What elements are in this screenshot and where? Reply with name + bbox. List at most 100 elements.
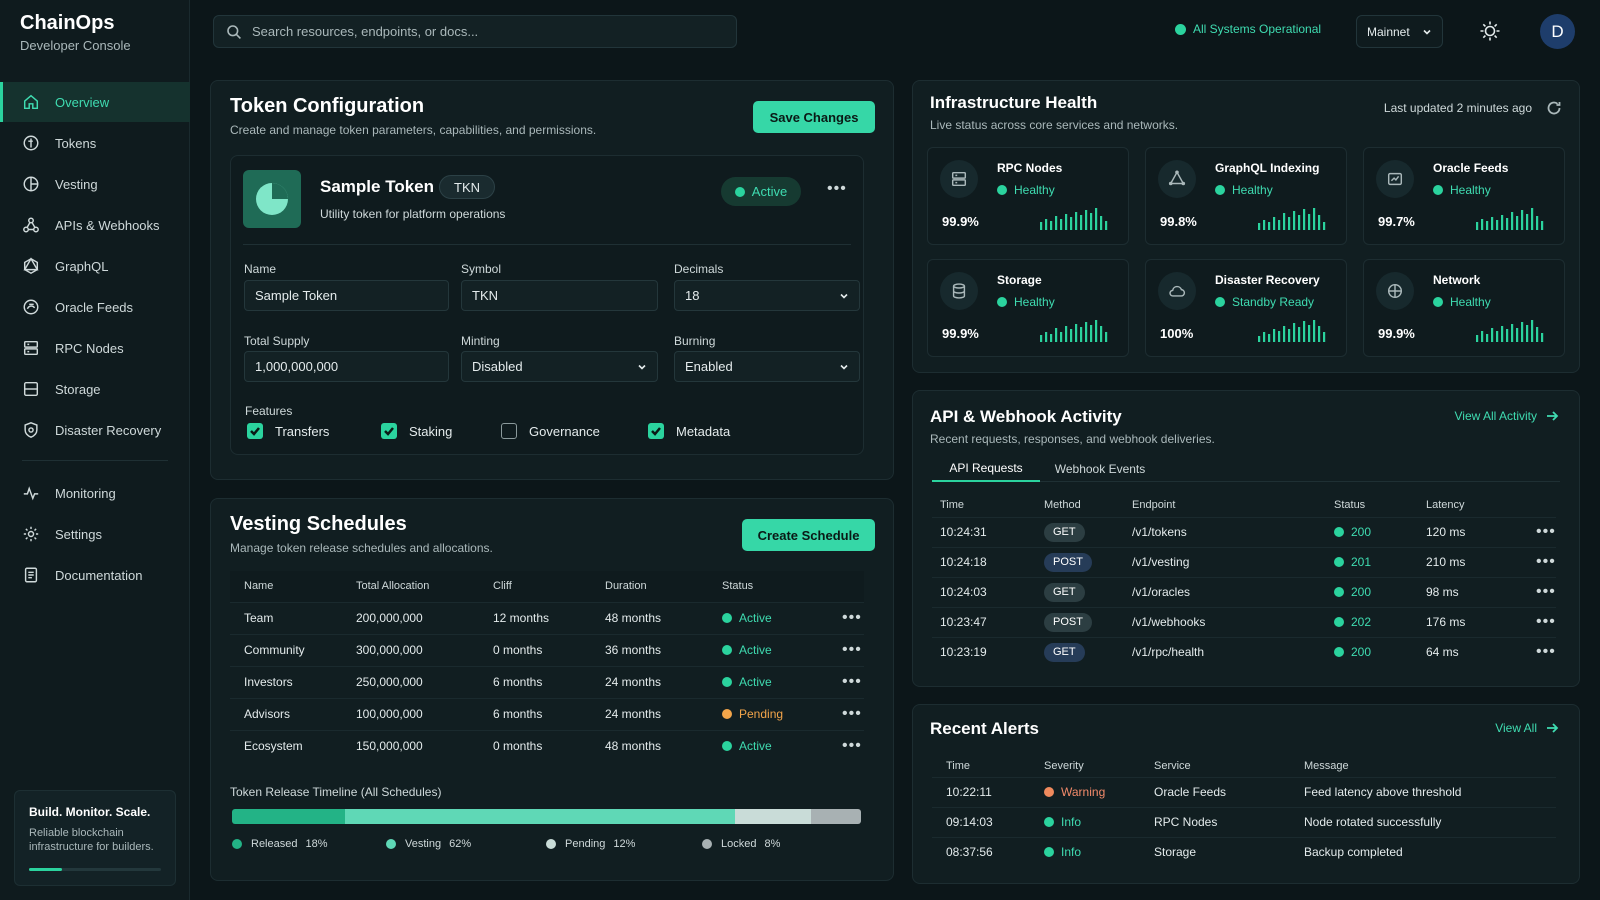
service-uptime: 99.9%	[942, 214, 979, 229]
more-options-icon[interactable]: •••	[842, 609, 862, 626]
row-actions[interactable]: •••	[1528, 606, 1556, 637]
refresh-button[interactable]	[1546, 100, 1562, 116]
health-card-oracle-feeds[interactable]: Oracle Feeds Healthy 99.7%	[1363, 147, 1565, 245]
table-row[interactable]: Ecosystem 150,000,000 0 months 48 months…	[230, 729, 864, 762]
row-actions[interactable]: •••	[1528, 546, 1556, 577]
chevron-down-icon	[840, 293, 848, 299]
row-actions[interactable]: •••	[828, 633, 864, 666]
table-row[interactable]: Advisors 100,000,000 6 months 24 months …	[230, 697, 864, 730]
row-actions[interactable]: •••	[828, 697, 864, 730]
more-options-icon[interactable]: •••	[842, 641, 862, 658]
health-card-disaster-recovery[interactable]: Disaster Recovery Standby Ready 100%	[1145, 259, 1347, 357]
feature-label: Transfers	[275, 423, 330, 439]
sidebar-item-documentation[interactable]: Documentation	[0, 555, 190, 595]
search-input[interactable]	[252, 24, 692, 39]
sidebar-item-monitoring[interactable]: Monitoring	[0, 473, 190, 513]
view-all-alerts-link[interactable]: View All	[1495, 721, 1559, 735]
health-card-rpc-nodes[interactable]: RPC Nodes Healthy 99.9%	[927, 147, 1129, 245]
table-row[interactable]: 08:37:56 Info Storage Backup completed	[932, 836, 1556, 867]
cell-service: Storage	[1140, 836, 1290, 867]
more-options-icon[interactable]: •••	[827, 180, 847, 197]
name-field[interactable]: Sample Token	[244, 280, 449, 311]
cell-cliff: 0 months	[479, 633, 591, 666]
service-status: Standby Ready	[1215, 295, 1314, 309]
server-icon	[940, 160, 978, 198]
tab-api-requests[interactable]: API Requests	[932, 455, 1040, 482]
activity-tabs: API Requests Webhook Events	[932, 455, 1560, 482]
avatar[interactable]: D	[1540, 14, 1575, 49]
more-options-icon[interactable]: •••	[1536, 643, 1556, 661]
cell-method: POST	[1036, 606, 1124, 637]
more-options-icon[interactable]: •••	[842, 705, 862, 722]
row-actions[interactable]: •••	[828, 729, 864, 762]
column-header: Status	[1334, 498, 1366, 511]
service-uptime: 99.8%	[1160, 214, 1197, 229]
minting-select[interactable]: Disabled	[461, 351, 658, 382]
theme-toggle-button[interactable]	[1479, 20, 1501, 42]
table-row[interactable]: Investors 250,000,000 6 months 24 months…	[230, 665, 864, 698]
brand[interactable]: ChainOps Developer Console	[0, 0, 189, 53]
cell-time: 10:24:31	[932, 516, 1036, 547]
network-select[interactable]: Mainnet	[1356, 15, 1443, 48]
row-actions[interactable]: •••	[828, 665, 864, 698]
more-options-icon[interactable]: •••	[1536, 523, 1556, 540]
sidebar-item-settings[interactable]: Settings	[0, 514, 190, 554]
sidebar-item-label: Vesting	[55, 176, 98, 192]
cell-cliff: 6 months	[479, 697, 591, 730]
row-actions[interactable]: •••	[1528, 636, 1556, 667]
row-actions[interactable]: •••	[1528, 516, 1556, 547]
more-options-icon[interactable]: •••	[842, 737, 862, 755]
sidebar-item-rpc-nodes[interactable]: RPC Nodes	[0, 328, 190, 368]
feature-governance-checkbox[interactable]: Governance	[501, 423, 600, 439]
table-row[interactable]: 10:22:11 Warning Oracle Feeds Feed laten…	[932, 776, 1556, 807]
view-all-activity-link[interactable]: View All Activity	[1455, 409, 1559, 423]
row-actions[interactable]: •••	[828, 601, 864, 634]
row-actions[interactable]: •••	[1528, 576, 1556, 607]
table-row[interactable]: 10:24:31 GET /v1/tokens 200 120 ms •••	[932, 516, 1556, 547]
table-row[interactable]: 09:14:03 Info RPC Nodes Node rotated suc…	[932, 806, 1556, 837]
service-uptime: 99.9%	[1378, 326, 1415, 341]
status-code: 200	[1351, 525, 1372, 539]
tab-webhook-events[interactable]: Webhook Events	[1054, 461, 1146, 476]
decimals-select[interactable]: 18	[674, 280, 860, 311]
table-row[interactable]: 10:23:19 GET /v1/rpc/health 200 64 ms ••…	[932, 636, 1556, 667]
table-row[interactable]: Community 300,000,000 0 months 36 months…	[230, 633, 864, 666]
sidebar-item-overview[interactable]: Overview	[0, 82, 190, 122]
sidebar-item-tokens[interactable]: Tokens	[0, 123, 190, 163]
health-card-graphql-indexing[interactable]: GraphQL Indexing Healthy 99.8%	[1145, 147, 1347, 245]
feature-label: Metadata	[676, 423, 731, 439]
more-options-icon[interactable]: •••	[842, 673, 862, 690]
sidebar-item-oracle-feeds[interactable]: Oracle Feeds	[0, 287, 190, 327]
feature-staking-checkbox[interactable]: Staking	[381, 423, 452, 439]
sidebar-item-apis-webhooks[interactable]: APIs & Webhooks	[0, 205, 190, 245]
table-row[interactable]: 10:23:47 POST /v1/webhooks 202 176 ms ••…	[932, 606, 1556, 637]
system-status[interactable]: All Systems Operational	[1175, 22, 1321, 36]
cell-severity: Info	[1030, 806, 1140, 837]
save-changes-button[interactable]: Save Changes	[753, 101, 875, 133]
more-options-icon[interactable]: •••	[1536, 553, 1556, 570]
sidebar-item-disaster-recovery[interactable]: Disaster Recovery	[0, 410, 190, 450]
search-bar[interactable]	[213, 15, 737, 48]
table-row[interactable]: Team 200,000,000 12 months 48 months Act…	[230, 601, 864, 634]
feature-transfers-checkbox[interactable]: Transfers	[247, 423, 329, 439]
cell-service: Oracle Feeds	[1140, 776, 1290, 807]
symbol-field[interactable]: TKN	[461, 280, 658, 311]
alerts-table: Time Severity Service Message 10:22:11 W…	[932, 755, 1556, 867]
sidebar-item-vesting[interactable]: Vesting	[0, 164, 190, 204]
more-options-icon[interactable]: •••	[1536, 583, 1556, 600]
feature-metadata-checkbox[interactable]: Metadata	[648, 423, 730, 439]
token-config-subtitle: Create and manage token parameters, capa…	[230, 123, 597, 137]
table-row[interactable]: 10:24:18 POST /v1/vesting 201 210 ms •••	[932, 546, 1556, 577]
health-card-network[interactable]: Network Healthy 99.9%	[1363, 259, 1565, 357]
more-options-icon[interactable]: •••	[1536, 613, 1556, 630]
cell-allocation: 150,000,000	[342, 729, 479, 762]
burning-select[interactable]: Enabled	[674, 351, 860, 382]
create-schedule-button[interactable]: Create Schedule	[742, 519, 875, 551]
symbol-label: Symbol	[461, 262, 502, 276]
total-supply-field[interactable]: 1,000,000,000	[244, 351, 449, 382]
health-card-storage[interactable]: Storage Healthy 99.9%	[927, 259, 1129, 357]
sidebar-item-storage[interactable]: Storage	[0, 369, 190, 409]
sidebar-item-graphql[interactable]: GraphQL	[0, 246, 190, 286]
service-name: Network	[1433, 273, 1481, 287]
table-row[interactable]: 10:24:03 GET /v1/oracles 200 98 ms •••	[932, 576, 1556, 607]
